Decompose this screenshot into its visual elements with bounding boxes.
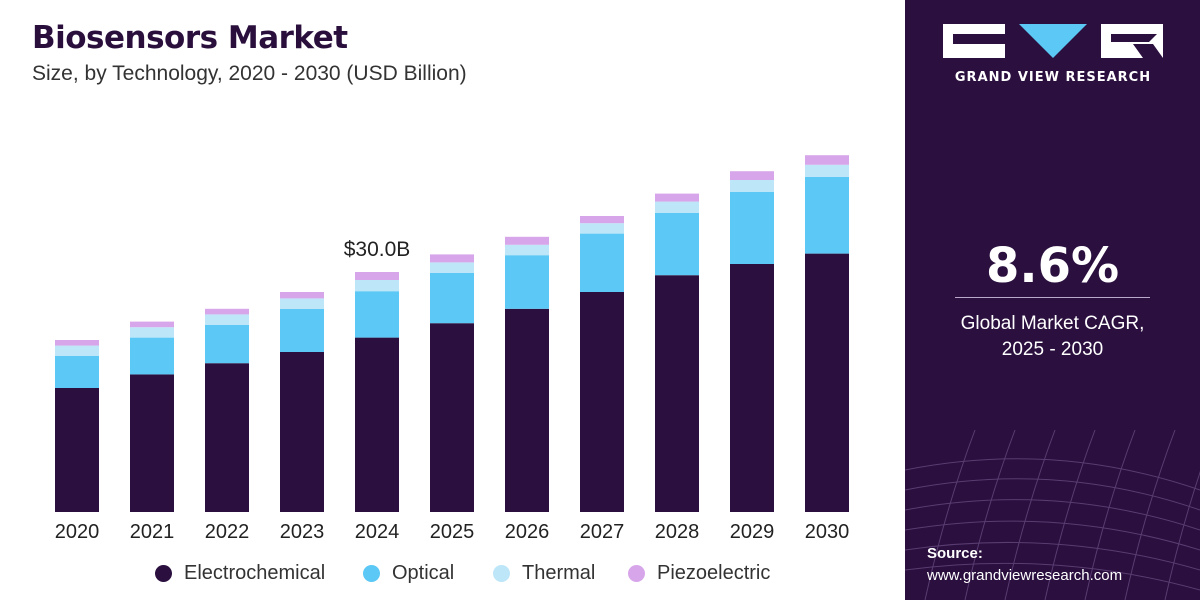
chart-title: Biosensors Market [32, 20, 348, 56]
bar-piezoelectric-2024 [355, 272, 399, 280]
bar-piezoelectric-2021 [130, 321, 174, 328]
stacked-bar-chart: 2020 2021 2022 2023 2024 2025 2026 2027 2028 2029… [55, 155, 850, 543]
legend-swatch-icon [493, 565, 510, 582]
bar-thermal-2020 [55, 345, 99, 356]
bar-electrochemical-2025 [430, 323, 474, 512]
chart-subtitle: Size, by Technology, 2020 - 2030 (USD Bi… [32, 62, 467, 85]
brand-logo: GRAND VIEW RESEARCH [943, 22, 1163, 92]
data-label-annotation: $30.0B [344, 238, 411, 261]
legend-item-piezoelectric: Piezoelectric [628, 562, 770, 585]
cagr-label-line2: 2025 - 2030 [1001, 339, 1104, 360]
x-tick-label: 2021 [130, 521, 175, 543]
sidebar-panel: GRAND VIEW RESEARCH 8.6% Global Market C… [905, 0, 1200, 600]
bar-electrochemical-2029 [730, 264, 774, 512]
bar-piezoelectric-2029 [730, 171, 774, 180]
x-tick-label: 2027 [580, 521, 625, 543]
bar-thermal-2025 [430, 262, 474, 273]
bar-optical-2024 [355, 291, 399, 338]
x-tick-label: 2030 [805, 521, 850, 543]
bar-thermal-2027 [580, 223, 624, 234]
bar-optical-2021 [130, 337, 174, 375]
bar-piezoelectric-2023 [280, 292, 324, 299]
bar-electrochemical-2030 [805, 253, 849, 512]
bar-thermal-2029 [730, 180, 774, 192]
bar-electrochemical-2026 [505, 308, 549, 512]
bar-thermal-2024 [355, 280, 399, 292]
source-link[interactable]: www.grandviewresearch.com [927, 567, 1123, 584]
bar-optical-2029 [730, 192, 774, 264]
cagr-value: 8.6% [985, 238, 1120, 294]
bar-electrochemical-2027 [580, 292, 624, 512]
bar-optical-2026 [505, 255, 549, 309]
bar-piezoelectric-2020 [55, 340, 99, 346]
x-tick-label: 2020 [55, 521, 100, 543]
bar-optical-2030 [805, 176, 849, 254]
bar-piezoelectric-2028 [655, 193, 699, 202]
bar-thermal-2030 [805, 164, 849, 177]
bar-piezoelectric-2030 [805, 155, 849, 165]
brand-name: GRAND VIEW RESEARCH [954, 70, 1152, 85]
bar-optical-2027 [580, 233, 624, 292]
bar-electrochemical-2023 [280, 352, 324, 512]
bar-electrochemical-2028 [655, 275, 699, 512]
x-tick-label: 2028 [655, 521, 700, 543]
bar-piezoelectric-2022 [205, 308, 249, 315]
x-tick-label: 2024 [355, 521, 400, 543]
bar-optical-2025 [430, 272, 474, 324]
chart-panel: Biosensors Market Size, by Technology, 2… [0, 20, 905, 592]
chart-legend: Electrochemical Optical Thermal Piezoelectr… [0, 562, 905, 592]
legend-item-optical: Optical [363, 562, 454, 585]
legend-item-electrochemical: Electrochemical [155, 562, 325, 585]
bar-optical-2028 [655, 212, 699, 276]
bar-thermal-2028 [655, 201, 699, 213]
legend-item-thermal: Thermal [493, 562, 595, 585]
source-label: Source: [927, 545, 983, 562]
legend-swatch-icon [628, 565, 645, 582]
cagr-divider [955, 297, 1150, 298]
bar-piezoelectric-2027 [580, 216, 624, 224]
legend-label: Optical [392, 562, 455, 584]
bar-electrochemical-2021 [130, 374, 174, 512]
legend-label: Thermal [522, 562, 596, 584]
bar-electrochemical-2024 [355, 337, 399, 512]
legend-label: Piezoelectric [657, 562, 771, 584]
legend-label: Electrochemical [184, 562, 326, 584]
x-tick-label: 2023 [280, 521, 325, 543]
x-tick-label: 2022 [205, 521, 250, 543]
x-tick-label: 2026 [505, 521, 550, 543]
legend-swatch-icon [363, 565, 380, 582]
bar-thermal-2021 [130, 327, 174, 338]
bar-thermal-2023 [280, 298, 324, 309]
x-tick-label: 2025 [430, 521, 475, 543]
bar-electrochemical-2020 [55, 388, 99, 512]
bar-optical-2023 [280, 308, 324, 352]
bar-thermal-2022 [205, 314, 249, 325]
bar-thermal-2026 [505, 244, 549, 256]
x-tick-label: 2029 [730, 521, 775, 543]
bar-optical-2020 [55, 356, 99, 388]
legend-swatch-icon [155, 565, 172, 582]
cagr-label: Global Market CAGR, 2025 - 2030 [905, 311, 1200, 363]
gvr-logo-icon [943, 24, 1163, 58]
bar-piezoelectric-2026 [505, 236, 549, 245]
bar-optical-2022 [205, 324, 249, 364]
bar-electrochemical-2022 [205, 363, 249, 512]
bar-piezoelectric-2025 [430, 254, 474, 263]
cagr-label-line1: Global Market CAGR, [960, 313, 1145, 334]
decorative-grid-icon [905, 430, 1200, 600]
